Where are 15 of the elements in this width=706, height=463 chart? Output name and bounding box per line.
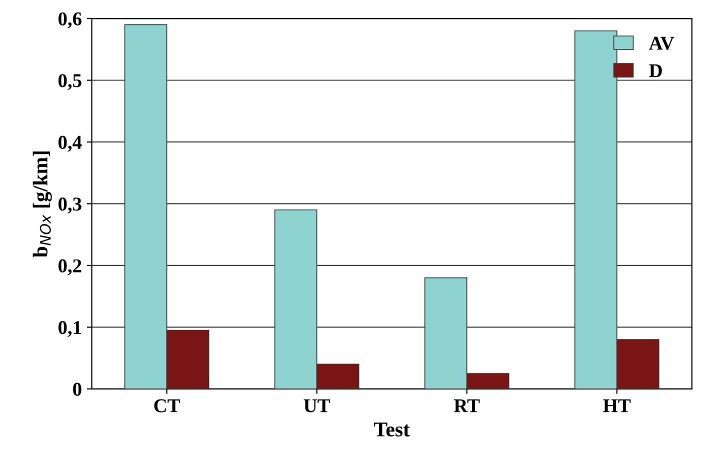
legend-label: D — [649, 64, 662, 78]
y-tick-label: 0,5 — [58, 74, 82, 90]
y-tick-label: 0,2 — [58, 259, 82, 276]
x-tick-label: HT — [603, 399, 631, 412]
legend-label: AV — [648, 36, 674, 50]
x-tick-label: UT — [304, 399, 330, 412]
y-axis-title: b$_{NOx}$ [g/km] — [32, 152, 52, 258]
y-tick-label: 0,6 — [58, 12, 82, 28]
y-tick-label: 0,3 — [58, 198, 82, 214]
y-tick-label: 0,1 — [58, 321, 82, 337]
x-tick-label: RT — [454, 399, 480, 412]
y-tick-label: 0 — [73, 382, 82, 396]
x-tick-label: CT — [154, 399, 180, 412]
y-tick-label: 0,4 — [58, 136, 82, 152]
x-axis-title: Test — [374, 422, 410, 436]
